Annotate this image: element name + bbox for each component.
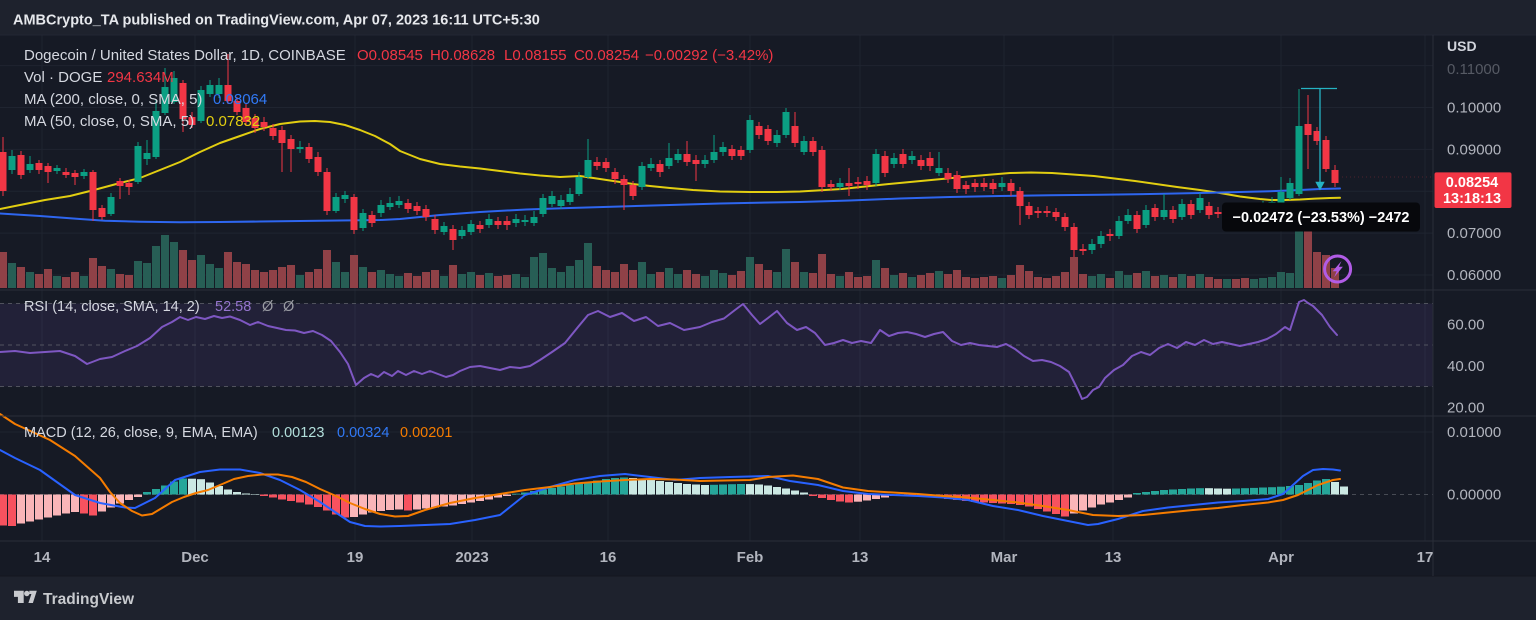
svg-text:19: 19 [347, 549, 364, 566]
svg-text:0.00201: 0.00201 [400, 425, 452, 441]
svg-text:0.07832: 0.07832 [206, 113, 260, 130]
svg-text:16: 16 [600, 549, 617, 566]
svg-text:C0.08254: C0.08254 [574, 47, 639, 64]
svg-text:0.08254: 0.08254 [1446, 175, 1498, 191]
svg-text:L0.08155: L0.08155 [504, 47, 567, 64]
svg-text:0.10000: 0.10000 [1447, 100, 1501, 117]
svg-text:52.58: 52.58 [215, 299, 251, 315]
svg-text:Vol · DOGE: Vol · DOGE [24, 69, 102, 86]
svg-text:0.01000: 0.01000 [1447, 424, 1501, 441]
svg-text:AMBCrypto_TA published on Trad: AMBCrypto_TA published on TradingView.co… [13, 13, 540, 29]
svg-text:13: 13 [852, 549, 869, 566]
svg-text:Mar: Mar [991, 549, 1018, 566]
svg-text:MA (200, close, 0, SMA, 5): MA (200, close, 0, SMA, 5) [24, 91, 202, 108]
svg-text:294.634M: 294.634M [107, 69, 174, 86]
svg-text:Dec: Dec [181, 549, 209, 566]
svg-text:Dogecoin / United States Dolla: Dogecoin / United States Dollar, 1D, COI… [24, 47, 346, 64]
svg-text:−0.02472 (−23.53%) −2472: −0.02472 (−23.53%) −2472 [1233, 210, 1410, 226]
svg-text:RSI (14, close, SMA, 14, 2): RSI (14, close, SMA, 14, 2) [24, 299, 200, 315]
svg-text:O0.08545: O0.08545 [357, 47, 423, 64]
svg-text:Ø: Ø [262, 299, 273, 315]
svg-text:40.00: 40.00 [1447, 358, 1485, 375]
svg-text:Ø: Ø [283, 299, 294, 315]
svg-text:0.08064: 0.08064 [213, 91, 267, 108]
svg-text:2023: 2023 [455, 549, 488, 566]
svg-text:Apr: Apr [1268, 549, 1294, 566]
svg-text:13:18:13: 13:18:13 [1443, 191, 1501, 207]
svg-text:0.09000: 0.09000 [1447, 141, 1501, 158]
svg-text:14: 14 [34, 549, 51, 566]
svg-text:20.00: 20.00 [1447, 399, 1485, 416]
svg-text:MA (50, close, 0, SMA, 5): MA (50, close, 0, SMA, 5) [24, 113, 194, 130]
svg-text:0.00324: 0.00324 [337, 425, 389, 441]
svg-text:H0.08628: H0.08628 [430, 47, 495, 64]
svg-text:0.07000: 0.07000 [1447, 225, 1501, 242]
svg-text:0.06000: 0.06000 [1447, 267, 1501, 284]
svg-text:0.11000: 0.11000 [1447, 61, 1500, 78]
svg-text:0.00123: 0.00123 [272, 425, 324, 441]
svg-text:0.00000: 0.00000 [1447, 487, 1501, 504]
svg-text:60.00: 60.00 [1447, 317, 1485, 334]
svg-text:−0.00292 (−3.42%): −0.00292 (−3.42%) [645, 47, 773, 64]
svg-text:17: 17 [1417, 549, 1434, 566]
svg-text:TradingView: TradingView [43, 591, 135, 608]
svg-text:USD: USD [1447, 38, 1477, 54]
svg-text:MACD (12, 26, close, 9, EMA, E: MACD (12, 26, close, 9, EMA, EMA) [24, 425, 258, 441]
svg-text:Feb: Feb [737, 549, 764, 566]
svg-text:13: 13 [1105, 549, 1122, 566]
